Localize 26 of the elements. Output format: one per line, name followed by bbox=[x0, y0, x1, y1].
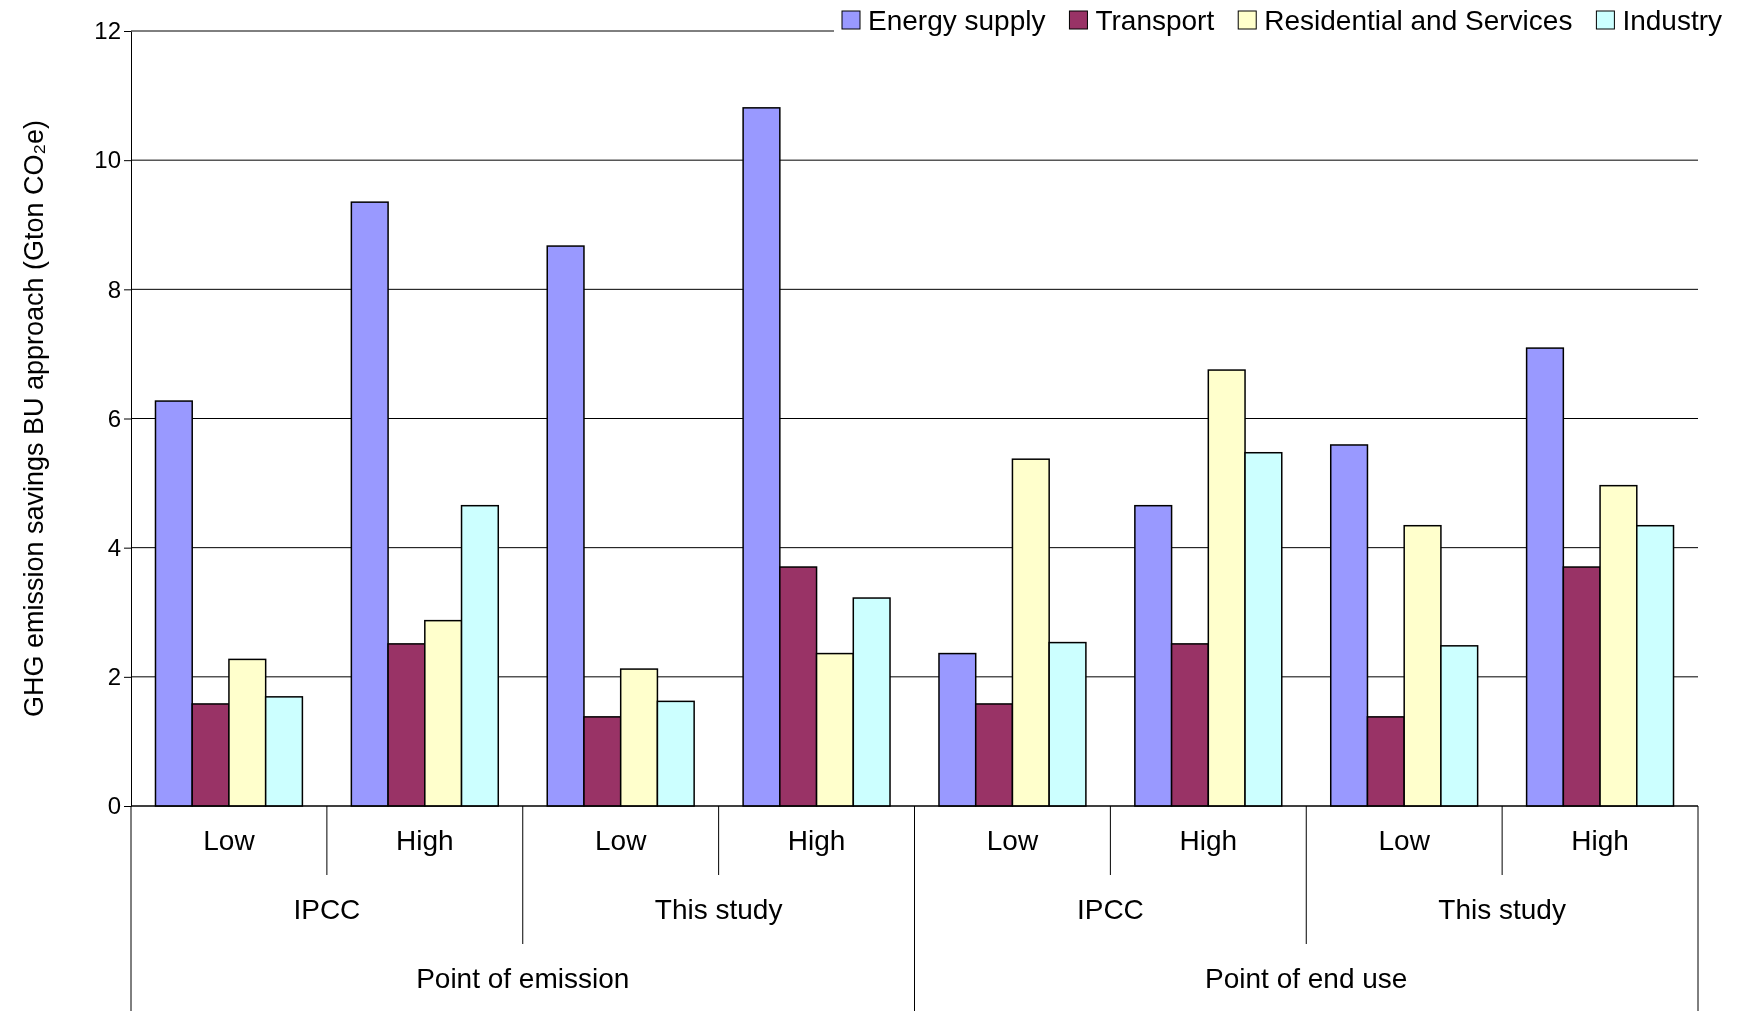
x-tick-label: Low bbox=[1378, 825, 1431, 857]
y-tick-label: 0 bbox=[107, 792, 121, 820]
text: This study bbox=[654, 894, 783, 926]
text: This study bbox=[1438, 894, 1566, 926]
legend-label: Transport bbox=[1095, 4, 1215, 36]
y-axis-title: GHG emission savings BU approach (Gton CO₂e) bbox=[19, 119, 50, 718]
y-tick-label: 4 bbox=[107, 533, 121, 561]
x-tick-label: Low bbox=[986, 825, 1039, 857]
y-tick-label: 2 bbox=[107, 663, 121, 691]
x-tick-label: High bbox=[787, 825, 846, 857]
text: IPCC bbox=[293, 894, 361, 926]
x-tick-label: Low bbox=[203, 825, 256, 857]
x-tick-label: High bbox=[396, 825, 454, 857]
text: IPCC bbox=[1076, 894, 1144, 926]
text: Point of end use bbox=[1205, 963, 1408, 995]
legend-label: Industry bbox=[1622, 4, 1722, 36]
x-tick-label: High bbox=[1571, 825, 1629, 857]
x-tick-label: High bbox=[1179, 825, 1238, 857]
legend-label: Energy supply bbox=[868, 4, 1046, 36]
y-tick-label: 6 bbox=[107, 404, 121, 432]
y-tick-label: 8 bbox=[107, 275, 121, 303]
y-tick-label: 12 bbox=[94, 17, 121, 45]
y-tick-label: 10 bbox=[94, 146, 121, 174]
x-tick-label: Low bbox=[595, 825, 648, 857]
text: Point of emission bbox=[416, 963, 630, 995]
legend-label: Residential and Services bbox=[1264, 4, 1573, 36]
